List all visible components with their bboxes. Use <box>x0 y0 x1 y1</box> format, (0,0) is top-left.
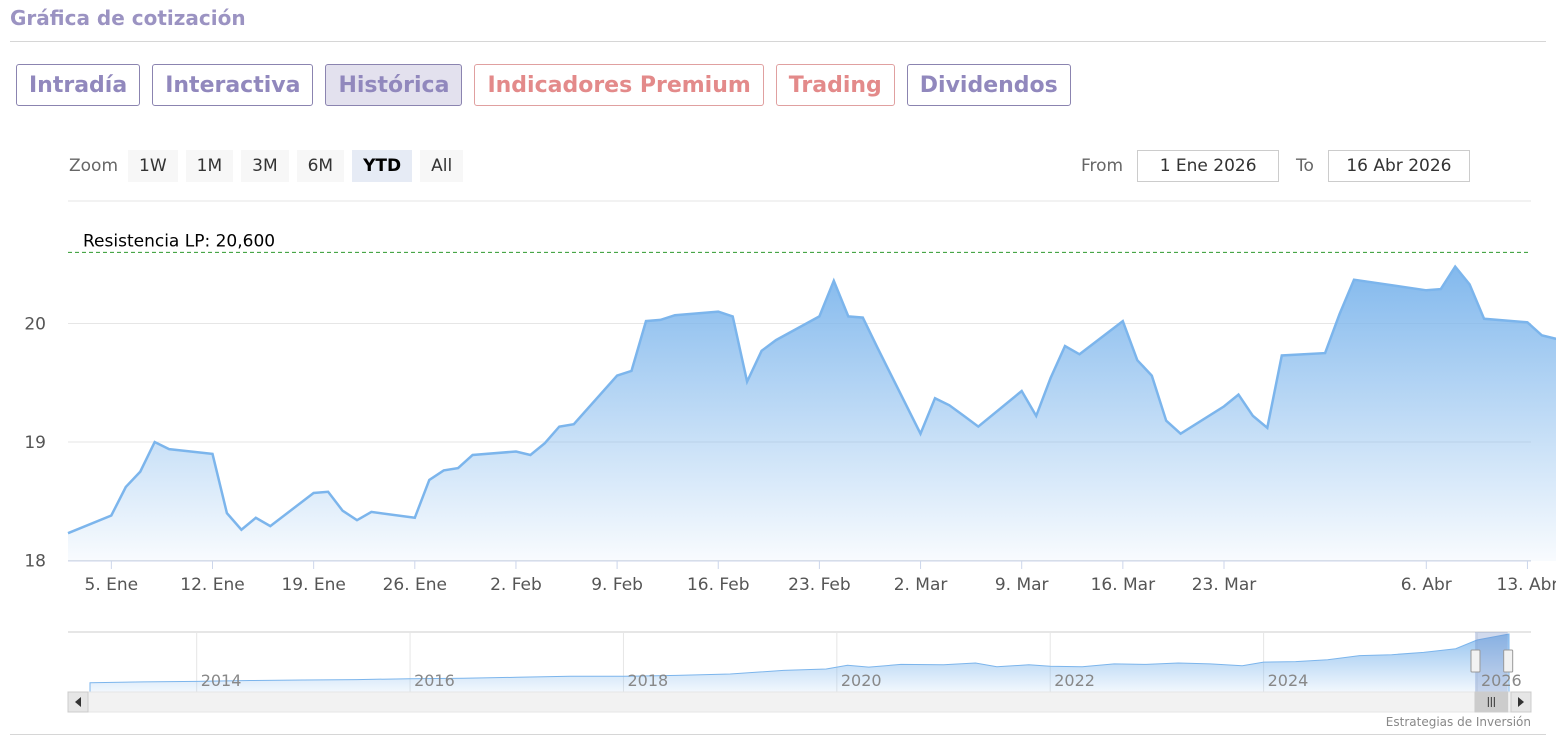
resistance-label: Resistencia LP: 20,600 <box>83 231 275 251</box>
x-tick-label: 5. Ene <box>85 575 139 595</box>
navigator-area <box>89 633 1510 693</box>
y-tick-label: 19 <box>24 433 46 453</box>
zoom-6m-button[interactable]: 6M <box>296 150 345 182</box>
chart-tabs: Intradía Interactiva Histórica Indicador… <box>16 64 1071 106</box>
series-area <box>68 266 1556 561</box>
tab-dividendos[interactable]: Dividendos <box>906 64 1071 106</box>
x-tick-label: 12. Ene <box>180 575 244 595</box>
x-tick-label: 9. Feb <box>591 575 643 595</box>
x-tick-label: 19. Ene <box>281 575 345 595</box>
x-tick-label: 23. Mar <box>1192 575 1257 595</box>
scrollbar-track[interactable] <box>67 691 1532 713</box>
x-tick-label: 16. Feb <box>687 575 750 595</box>
navigator-handle-right[interactable] <box>1503 649 1514 673</box>
navigator-year-label: 2014 <box>201 671 242 690</box>
tab-historica[interactable]: Histórica <box>325 64 463 106</box>
to-date-input[interactable]: 16 Abr 2026 <box>1327 150 1470 182</box>
tab-trading[interactable]: Trading <box>775 64 895 106</box>
tab-interactiva[interactable]: Interactiva <box>152 64 314 106</box>
navigator-year-label: 2026 <box>1481 671 1522 690</box>
x-tick-label: 23. Feb <box>788 575 851 595</box>
series-line <box>67 264 1556 535</box>
zoom-selector: Zoom 1W 1M 3M 6M YTD All <box>69 150 464 182</box>
tab-indicadores-premium[interactable]: Indicadores Premium <box>474 64 764 106</box>
range-from: From 1 Ene 2026 <box>1081 150 1280 182</box>
x-tick-label: 2. Mar <box>894 575 948 595</box>
navigator-year-label: 2018 <box>627 671 668 690</box>
to-label: To <box>1296 156 1314 176</box>
range-to: To 16 Abr 2026 <box>1296 150 1470 182</box>
scroll-right-arrow-icon <box>1518 697 1524 707</box>
y-tick-label: 18 <box>24 552 46 572</box>
x-tick-label: 9. Mar <box>995 575 1049 595</box>
bottom-divider <box>10 734 1546 735</box>
navigator-year-label: 2020 <box>841 671 882 690</box>
x-tick-label: 26. Ene <box>383 575 447 595</box>
x-tick-label: 13. Abr <box>1497 575 1556 595</box>
zoom-1w-button[interactable]: 1W <box>128 150 178 182</box>
scrollbar-grip-icon <box>1487 697 1495 707</box>
scroll-left-arrow-icon <box>75 697 81 707</box>
chart-credit: Estrategias de Inversión <box>1385 715 1531 729</box>
navigator-year-label: 2022 <box>1054 671 1095 690</box>
from-label: From <box>1081 156 1124 176</box>
x-tick-label: 6. Abr <box>1401 575 1452 595</box>
x-tick-label: 16. Mar <box>1091 575 1156 595</box>
from-date-input[interactable]: 1 Ene 2026 <box>1137 150 1280 182</box>
y-tick-label: 20 <box>24 315 46 335</box>
zoom-3m-button[interactable]: 3M <box>241 150 289 182</box>
zoom-ytd-button[interactable]: YTD <box>352 150 413 182</box>
zoom-all-button[interactable]: All <box>420 150 464 182</box>
navigator-handle-left[interactable] <box>1470 649 1481 673</box>
x-tick-label: 2. Feb <box>490 575 542 595</box>
title-divider <box>10 41 1546 42</box>
navigator-year-label: 2016 <box>414 671 455 690</box>
navigator-year-label: 2024 <box>1268 671 1309 690</box>
page-title: Gráfica de cotización <box>10 6 246 30</box>
zoom-label: Zoom <box>69 156 119 176</box>
zoom-1m-button[interactable]: 1M <box>185 150 234 182</box>
tab-intradia[interactable]: Intradía <box>16 64 141 106</box>
